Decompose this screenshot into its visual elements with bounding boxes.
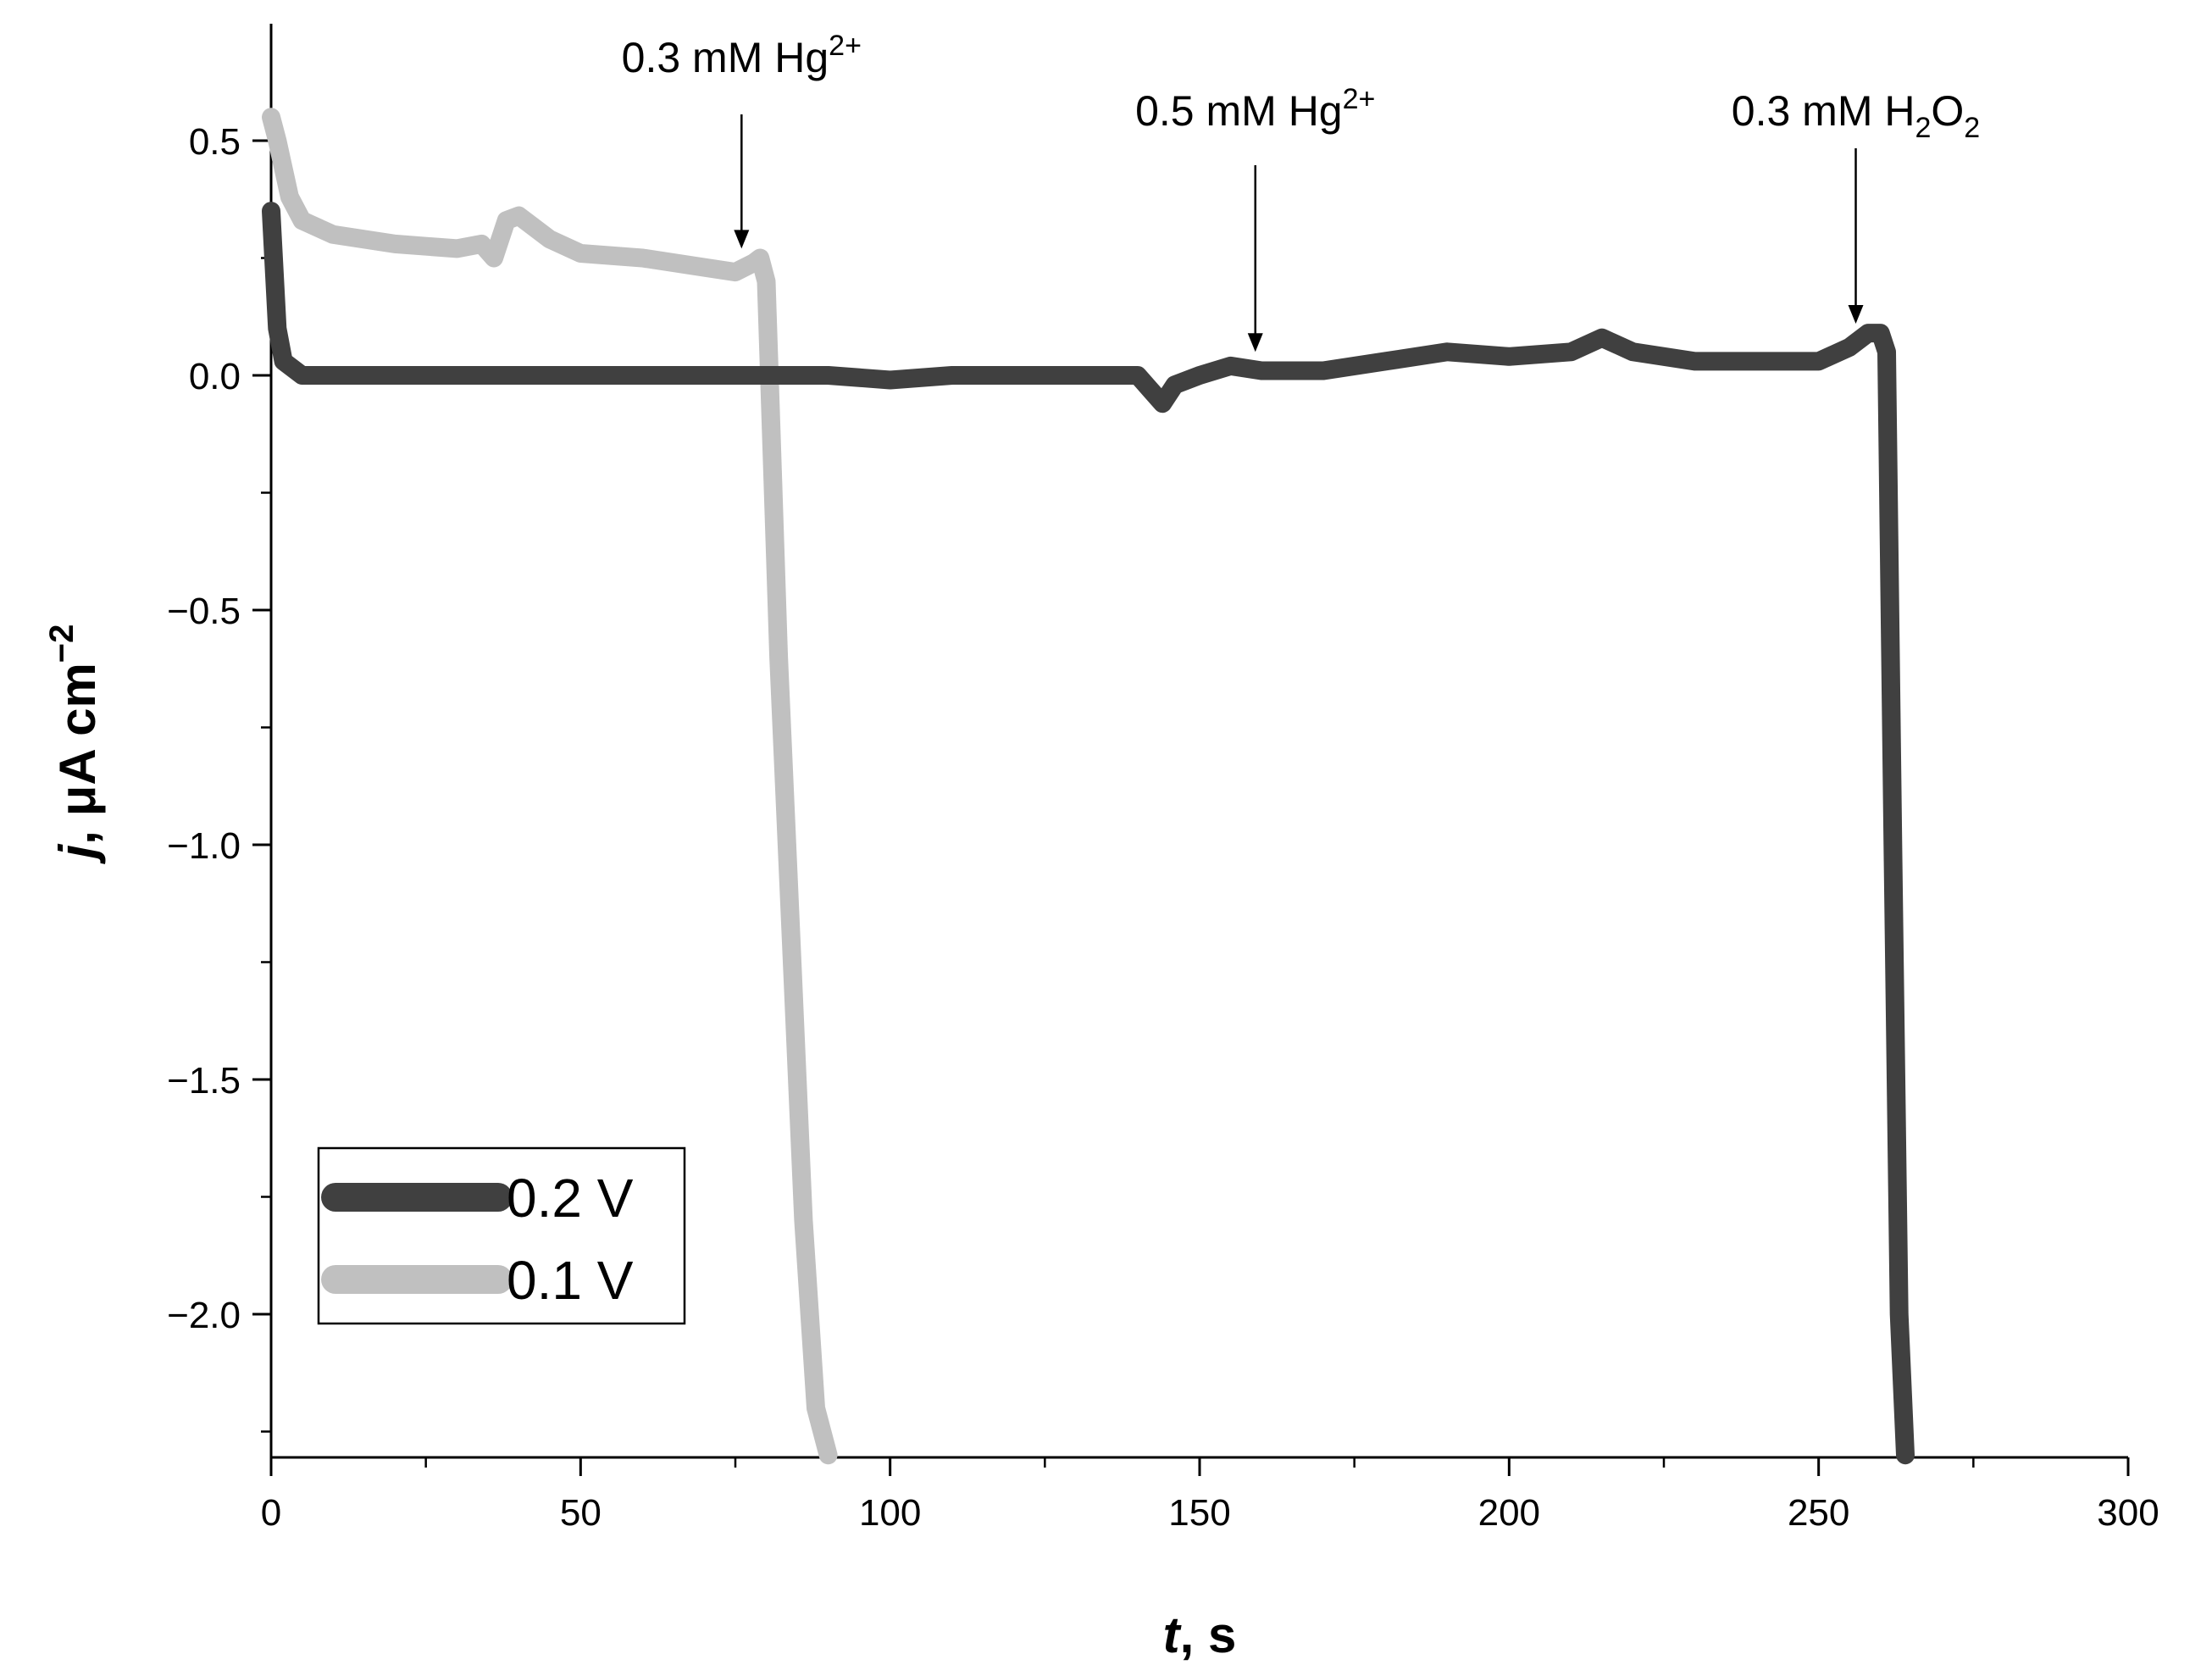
annotation-arrow-head [734, 230, 750, 249]
y-axis-title: j, μA cm−2 [43, 624, 106, 865]
annotation-label: 0.3 mM H2O2 [1732, 87, 1980, 144]
y-tick-label: 0.0 [189, 356, 241, 397]
x-tick-label: 50 [560, 1492, 602, 1534]
x-tick-label: 150 [1168, 1492, 1230, 1534]
annotation-label: 0.3 mM Hg2+ [622, 30, 862, 81]
y-tick-label: −0.5 [167, 591, 241, 632]
annotation-arrow-head [1848, 305, 1864, 325]
x-tick-label: 0 [261, 1492, 281, 1534]
legend-box [317, 1146, 686, 1325]
x-tick-label: 200 [1478, 1492, 1540, 1534]
legend: 0.2 V 0.1 V [317, 1146, 686, 1325]
legend-label-0.2V: 0.2 V [507, 1168, 634, 1229]
x-tick-label: 100 [859, 1492, 921, 1534]
legend-label-0.1V: 0.1 V [507, 1250, 634, 1311]
ticks-layer: 0 50 100 150 200 250 300 0.5 0.0 −0.5 −1.0 −1.5 −2.0 [167, 121, 2159, 1534]
y-tick-label: −1.5 [167, 1060, 241, 1102]
series-line-0.1V [262, 108, 838, 1465]
y-tick-label: 0.5 [189, 121, 241, 163]
x-tick-label: 250 [1788, 1492, 1849, 1534]
y-tick-label: −1.0 [167, 825, 241, 867]
series-line-0.2V [262, 202, 1915, 1465]
y-tick-label: −2.0 [167, 1295, 241, 1336]
annotation-label: 0.5 mM Hg2+ [1135, 83, 1375, 135]
x-axis-title: t, s [1163, 1607, 1237, 1663]
annotation-arrow-head [1247, 333, 1263, 352]
annotations-layer: 0.3 mM Hg2+ 0.5 mM Hg2+ 0.3 mM H2O2 [622, 30, 1980, 352]
x-tick-label: 300 [2097, 1492, 2159, 1534]
series-layer [262, 108, 1915, 1465]
